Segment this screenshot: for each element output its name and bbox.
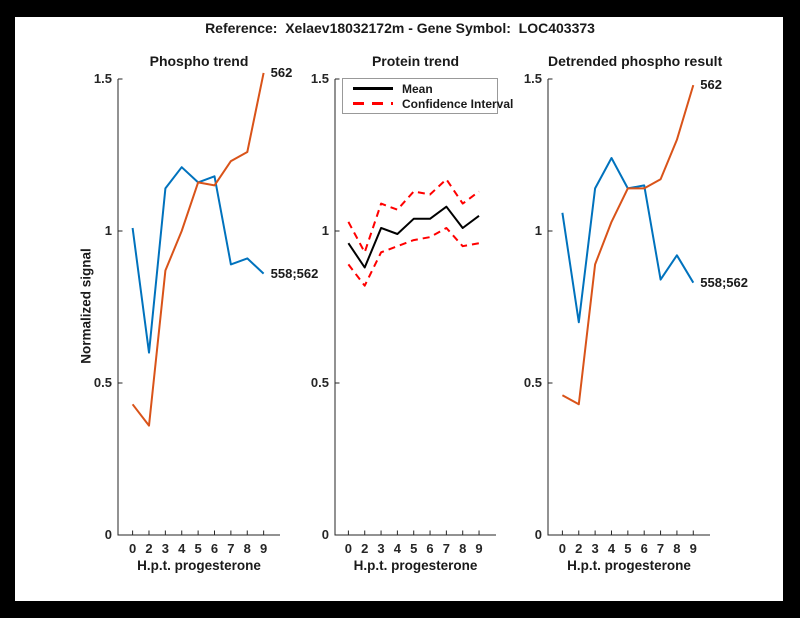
subplot3-xtick-label: 3 (591, 541, 599, 556)
subplot2-xtick-label: 2 (361, 541, 369, 556)
subplot2-ytick-label: 0 (321, 527, 329, 542)
subplot2-xtick-label: 8 (459, 541, 467, 556)
subplot1-xtick-label: 7 (227, 541, 235, 556)
subplot1-ytick-label: 1 (104, 223, 112, 238)
subplot3-ytick-label: 0.5 (523, 375, 542, 390)
subplot3-xtick-label: 2 (575, 541, 583, 556)
mean-line-sample-icon (353, 87, 393, 90)
subplot3-xtick-label: 7 (656, 541, 665, 556)
subplot1-xtick-label: 9 (260, 541, 268, 556)
subplot1-ytick-label: 0 (104, 527, 112, 542)
subplot3-xtick-label: 9 (689, 541, 697, 556)
subplot2-xlabel: H.p.t. progesterone (353, 558, 478, 573)
subplot1-xtick-label: 3 (161, 541, 169, 556)
subplot1-xlabel: H.p.t. progesterone (137, 558, 261, 573)
legend-row-mean: Mean (343, 81, 497, 96)
subplot3-xtick-label: 6 (640, 541, 648, 556)
subplot2-xtick-label: 9 (475, 541, 483, 556)
subplot1-ytick-label: 1.5 (93, 71, 112, 86)
subplot2-ytick-label: 1.5 (310, 71, 329, 86)
subplot1-xtick-label: 6 (210, 541, 219, 556)
subplot3-xtick-label: 8 (673, 541, 681, 556)
subplot1-xtick-label: 5 (194, 541, 202, 556)
subplot2-xtick-label: 4 (393, 541, 401, 556)
subplot2-xtick-label: 0 (344, 541, 352, 556)
subplot2-ytick-label: 1 (321, 223, 329, 238)
subplot1-title: Phospho trend (149, 53, 249, 69)
subplot1-xtick-label: 2 (145, 541, 153, 556)
subplot1-xtick-label: 8 (243, 541, 251, 556)
legend-box: Mean Confidence Interval (342, 78, 513, 114)
subplot3-ytick-label: 1 (534, 223, 542, 238)
subplot2-xtick-label: 3 (377, 541, 385, 556)
detrended-562-end-label: 562 (700, 77, 722, 93)
subplot2-xtick-label: 6 (426, 541, 434, 556)
subplot3-title: Detrended phospho result (548, 53, 723, 69)
subplot1-xtick-label: 4 (178, 541, 186, 556)
subplot1-xtick-label: 0 (128, 541, 137, 556)
subplot3-xlabel: H.p.t. progesterone (567, 558, 691, 573)
subplot2-xtick-label: 7 (442, 541, 450, 556)
subplot1-ytick-label: 0.5 (93, 375, 112, 390)
detrended-558-562-end-label: 558;562 (700, 274, 748, 290)
figure-title: Reference: Xelaev18032172m - Gene Symbol… (205, 20, 595, 36)
subplot3-xtick-label: 0 (558, 541, 566, 556)
subplot2-title: Protein trend (371, 53, 460, 69)
subplot3-xtick-label: 5 (624, 541, 632, 556)
legend-label-ci: Confidence Interval (402, 96, 514, 111)
phospho-562-end-label: 562 (270, 64, 293, 80)
ci-dashed-line-sample-icon (353, 102, 393, 105)
phospho-558-562-end-label: 558;562 (270, 265, 319, 281)
subplot3-xtick-label: 4 (607, 541, 616, 556)
subplot3-ytick-label: 1.5 (523, 71, 542, 86)
subplot2-ytick-label: 0.5 (310, 375, 329, 390)
subplot1-ylabel: Normalized signal (78, 248, 94, 364)
legend-label-mean: Mean (402, 81, 433, 96)
subplot2-xtick-label: 5 (410, 541, 418, 556)
subplot3-ytick-label: 0 (534, 527, 542, 542)
legend-row-ci: Confidence Interval (343, 96, 513, 111)
